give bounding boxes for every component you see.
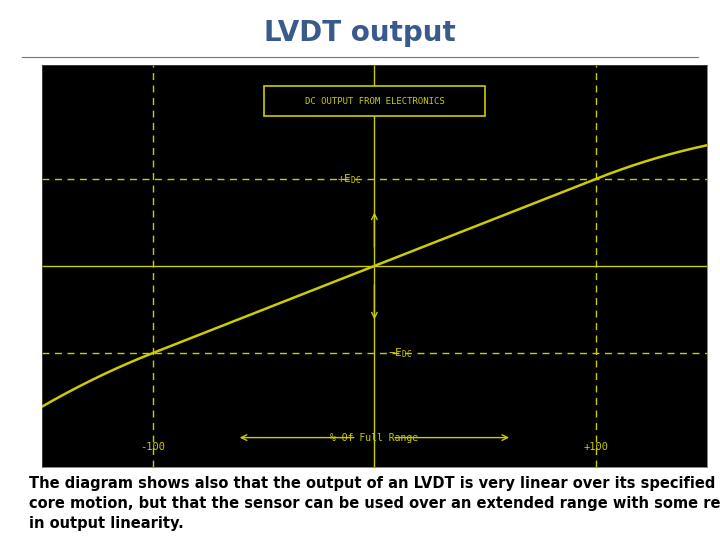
Text: % Of Full Range: % Of Full Range <box>330 433 418 443</box>
Bar <box>264 86 485 116</box>
Text: DC OUTPUT FROM ELECTRONICS: DC OUTPUT FROM ELECTRONICS <box>305 97 444 105</box>
Text: $\mathregular{+E_{DC}}$: $\mathregular{+E_{DC}}$ <box>337 172 361 186</box>
Text: in output linearity.: in output linearity. <box>29 516 184 531</box>
Text: +100: +100 <box>584 442 608 452</box>
Text: core motion, but that the sensor can be used over an extended range with some re: core motion, but that the sensor can be … <box>29 496 720 511</box>
Text: LVDT output: LVDT output <box>264 19 456 47</box>
Text: $\mathregular{-E_{DC}}$: $\mathregular{-E_{DC}}$ <box>387 346 412 360</box>
Text: The diagram shows also that the output of an LVDT is very linear over its specif: The diagram shows also that the output o… <box>29 476 720 491</box>
Text: -100: -100 <box>140 442 165 452</box>
